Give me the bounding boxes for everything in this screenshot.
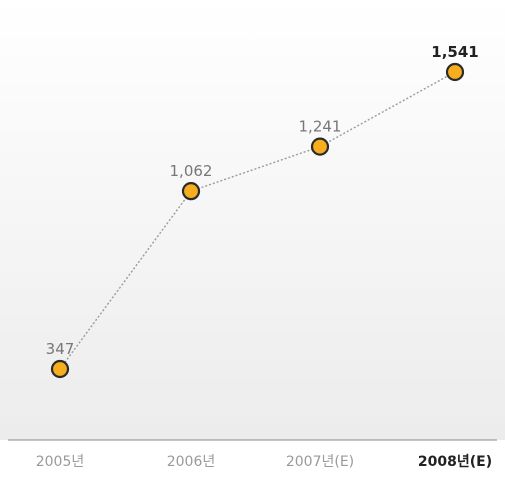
data-point (310, 137, 330, 156)
data-points (50, 62, 465, 379)
series-line (59, 71, 456, 370)
data-labels: 347 1,062 1,241 1,541 (46, 43, 479, 358)
data-label: 1,541 (431, 43, 478, 61)
data-label: 1,241 (299, 118, 342, 136)
x-tick-label: 2005년 (36, 454, 85, 470)
x-tick-label: 2007년(E) (286, 454, 354, 470)
plot-background (0, 0, 505, 440)
x-tick-label: 2006년 (167, 454, 216, 470)
data-label: 347 (46, 340, 75, 358)
data-point (445, 62, 465, 82)
data-point (181, 182, 201, 201)
x-tick-labels: 2005년 2006년 2007년(E) 2008년(E) (36, 454, 492, 470)
data-point (50, 359, 70, 379)
x-tick-label: 2008년(E) (418, 454, 492, 470)
data-label: 1,062 (170, 162, 213, 180)
